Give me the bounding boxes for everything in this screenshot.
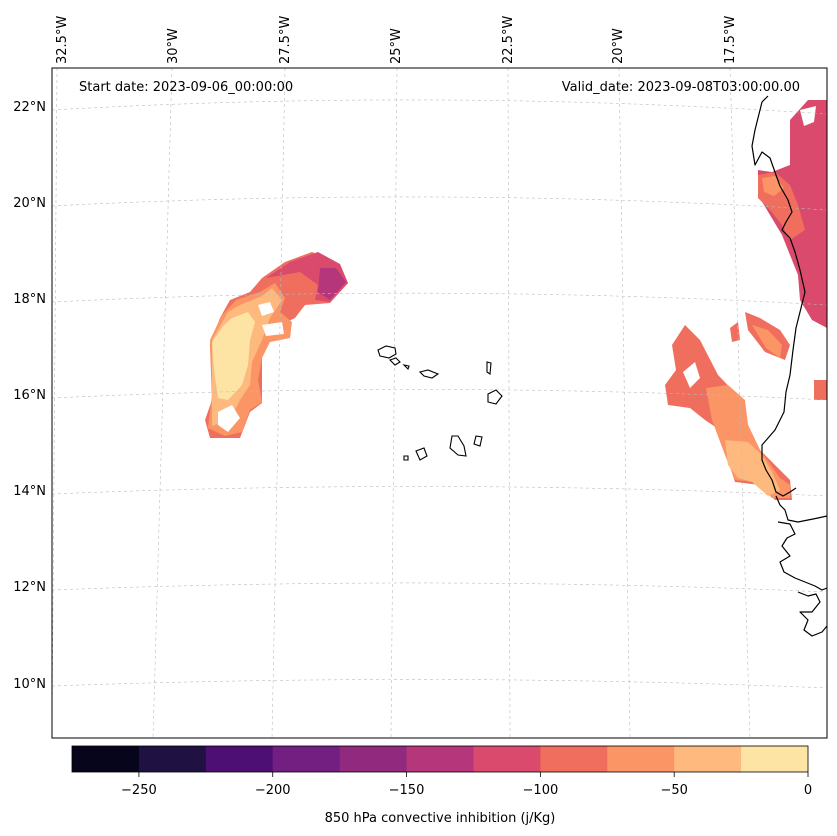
colorbar-swatch-2 (205, 746, 274, 772)
valid-date-label: Valid_date: 2023-09-08T03:00:00.00 (562, 80, 800, 95)
colorbar-tick-label-neg100: −100 (523, 783, 559, 798)
island-maio (473, 435, 483, 447)
island-sao-nicolau (418, 369, 440, 379)
colorbar-swatch-5 (406, 746, 474, 772)
lon-label-30w: 30°W (166, 28, 181, 64)
colorbar-tick-label-neg250: −250 (121, 783, 157, 798)
contour-ne-hole (800, 106, 816, 126)
island-santiago (449, 435, 467, 457)
colorbar-swatch-4 (339, 746, 408, 772)
lon-label-22-5w: 22.5°W (501, 16, 516, 64)
coastline-africa (751, 95, 828, 637)
lat-label-20n: 20°N (13, 196, 46, 211)
colorbar-swatch-1 (138, 746, 207, 772)
start-date-label: Start date: 2023-09-06_00:00:00 (79, 80, 293, 95)
lat-label-18n: 18°N (13, 292, 46, 307)
colorbar-swatch-6 (473, 746, 541, 772)
latitude-labels: 22°N 20°N 18°N 16°N 14°N 12°N 10°N (13, 100, 46, 692)
contour-east-orange (706, 385, 790, 498)
contour-west-hole-3 (218, 405, 240, 432)
colorbar-tick-label-0: 0 (804, 783, 812, 798)
contour-west-magenta (318, 268, 346, 300)
colorbar-ticks (138, 772, 809, 777)
contour-west-hole-2 (262, 322, 284, 336)
contour-west-hole-1 (258, 302, 274, 316)
colorbar-swatch-0 (72, 746, 140, 772)
island-santa-luzia (402, 364, 410, 371)
colorbar-tick-label-neg50: −50 (660, 783, 687, 798)
lat-label-22n: 22°N (13, 100, 46, 115)
colorbar-swatch-10 (741, 746, 809, 772)
colorbar: −250 −200 −150 −100 −50 0 850 hPa convec… (71, 745, 812, 826)
lat-label-12n: 12°N (13, 580, 46, 595)
contour-east-peach (725, 440, 780, 496)
island-boa-vista (487, 389, 503, 405)
contour-west-yellow (212, 312, 255, 400)
island-brava (403, 455, 409, 461)
colorbar-swatches (72, 746, 809, 772)
colorbar-swatch-3 (272, 746, 341, 772)
lon-label-32-5w: 32.5°W (55, 16, 70, 64)
colorbar-frame (71, 745, 809, 773)
colorbar-swatch-9 (674, 746, 742, 772)
island-sal (486, 361, 492, 375)
colorbar-swatch-7 (540, 746, 608, 772)
lon-label-27-5w: 27.5°W (278, 16, 293, 64)
colorbar-tick-label-neg150: −150 (389, 783, 425, 798)
colorbar-swatch-8 (607, 746, 675, 772)
contour-right-edge (814, 380, 827, 400)
longitude-labels: 32.5°W 30°W 27.5°W 25°W 22.5°W 20°W 17.5… (55, 16, 738, 64)
graticule (51, 67, 828, 739)
cape-verde-islands (377, 345, 503, 461)
lat-label-10n: 10°N (13, 677, 46, 692)
lon-label-20w: 20°W (611, 28, 626, 64)
contour-east-hole (683, 362, 700, 388)
lat-label-14n: 14°N (13, 484, 46, 499)
contour-east-coastal-orange (752, 325, 782, 358)
island-sao-vicente (388, 357, 401, 366)
contour-east-small (730, 322, 740, 342)
island-fogo (415, 447, 428, 461)
island-santo-antao (377, 345, 397, 359)
map-frame (51, 67, 828, 739)
lon-label-17-5w: 17.5°W (723, 16, 738, 64)
lat-label-16n: 16°N (13, 388, 46, 403)
lon-label-25w: 25°W (389, 28, 404, 64)
colorbar-tick-label-neg200: −200 (255, 783, 291, 798)
cin-filled-contours (205, 100, 827, 500)
colorbar-title: 850 hPa convective inhibition (j/Kg) (325, 811, 556, 826)
